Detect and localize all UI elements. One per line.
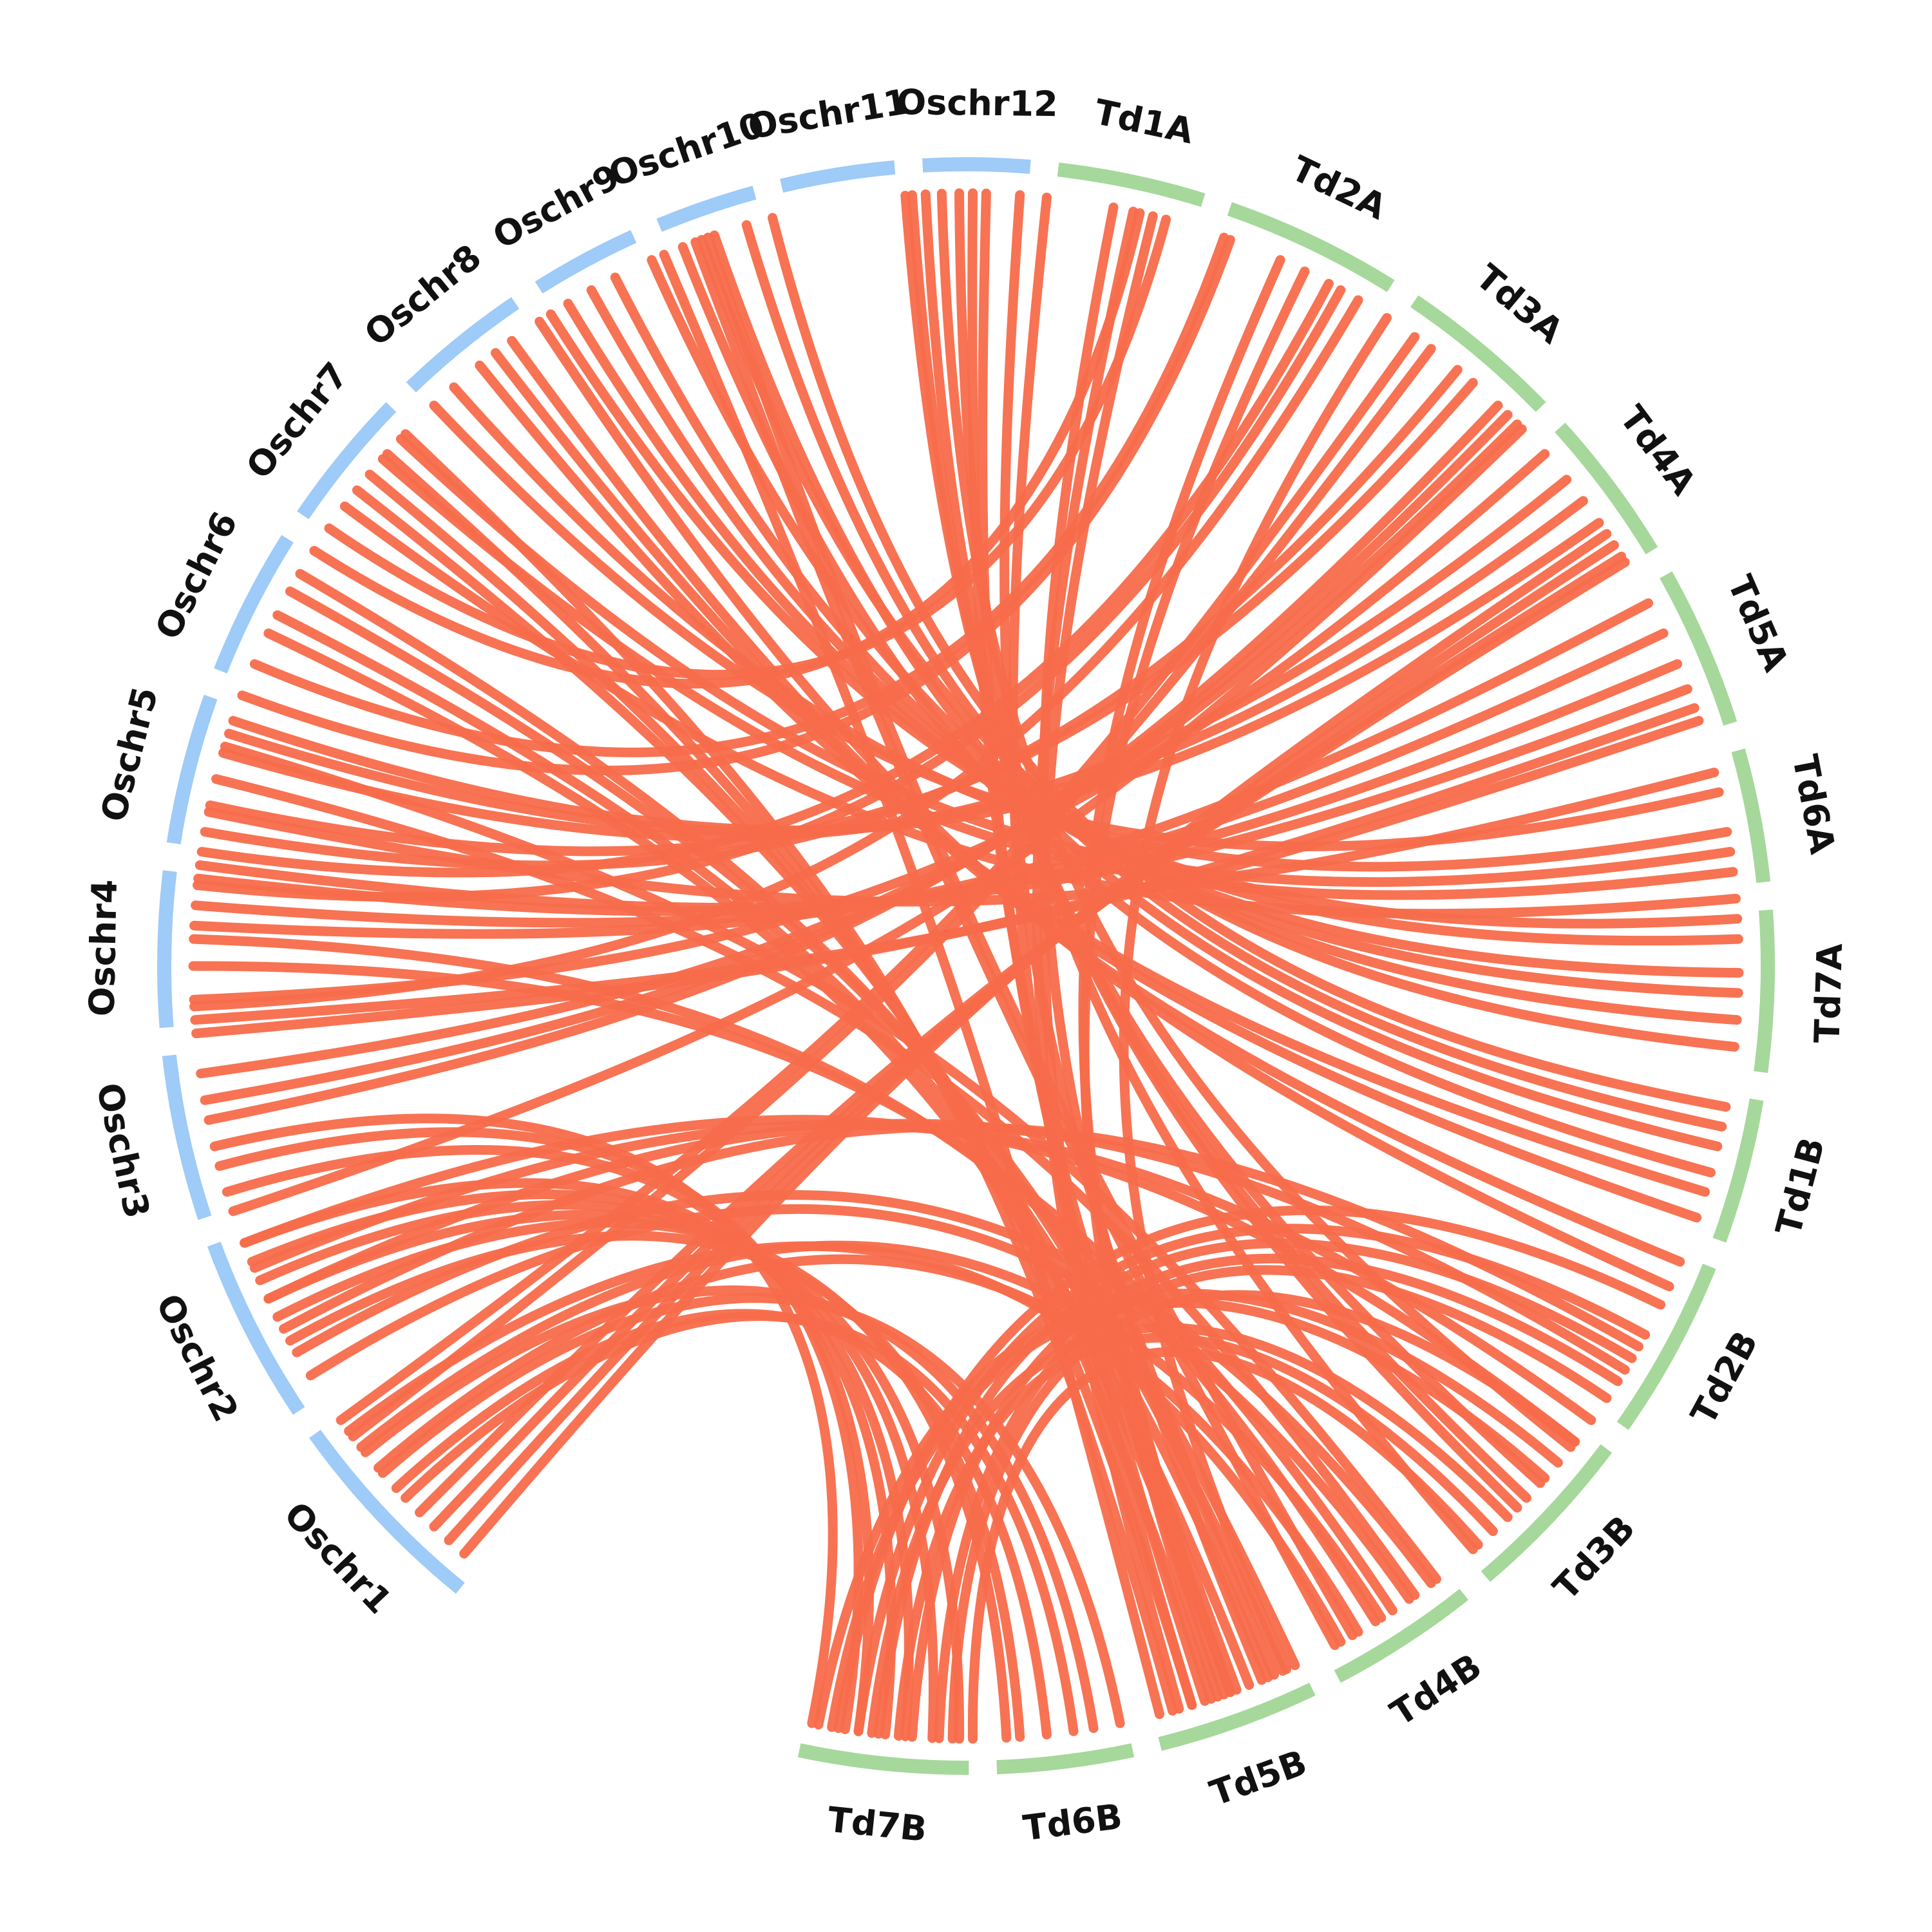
- synteny-link: [344, 1241, 1346, 1647]
- chromosome-label-oschr10: Oschr10: [603, 104, 769, 195]
- chromosome-label-oschr6: Oschr6: [147, 506, 245, 646]
- chromosome-label-oschr3: Oschr3: [88, 1079, 157, 1222]
- chromosome-arc-oschr2: [207, 1242, 305, 1415]
- chromosome-arc-td7b: [797, 1743, 969, 1776]
- chromosome-arc-oschr4: [157, 870, 177, 1028]
- synteny-link: [395, 434, 1736, 887]
- chromosome-label-td2b: Td2B: [1683, 1325, 1766, 1432]
- synteny-link: [659, 249, 1164, 1719]
- synteny-link: [189, 934, 1381, 1627]
- synteny-link: [377, 454, 1738, 900]
- chromosome-label-oschr2: Oschr2: [148, 1287, 247, 1428]
- chromosome-label-td4b: Td4B: [1383, 1645, 1489, 1734]
- chromosome-label-td2a: Td2A: [1285, 148, 1393, 228]
- chromosome-arc-oschr12: [922, 157, 1031, 174]
- chromosome-arc-oschr3: [162, 1054, 212, 1220]
- synteny-link: [263, 628, 1255, 1690]
- synteny-link: [415, 557, 1630, 1517]
- chromosome-label-td1a: Td1A: [1091, 91, 1197, 152]
- chromosome-arc-oschr11: [780, 160, 896, 193]
- synteny-link: [305, 1204, 1414, 1604]
- chromosome-arc-td4a: [1555, 422, 1658, 554]
- chromosome-label-td6a: Td6A: [1785, 752, 1843, 857]
- chromosome-label-td7a: Td7A: [1806, 943, 1850, 1044]
- chromosome-arc-td4b: [1334, 1589, 1469, 1683]
- chromosome-label-td5b: Td5B: [1205, 1742, 1312, 1814]
- chromosome-arc-td6a: [1731, 748, 1771, 884]
- chromosome-label-td4a: Td4A: [1612, 398, 1704, 502]
- chromosome-arc-td2b: [1616, 1264, 1716, 1430]
- chromosome-arc-oschr8: [406, 297, 520, 393]
- chromosome-label-oschr12: Oschr12: [896, 82, 1058, 124]
- chromosome-label-oschr9: Oschr9: [486, 156, 626, 256]
- synteny-link: [374, 1254, 1363, 1637]
- chromosome-arc-oschr9: [535, 230, 637, 294]
- chromosome-arc-td6b: [996, 1743, 1135, 1775]
- synteny-links: [188, 188, 1744, 1744]
- synteny-link: [263, 1119, 1630, 1375]
- synteny-link: [741, 220, 1727, 1132]
- chromosome-label-td6b: Td6B: [1021, 1796, 1124, 1849]
- chromosome-arc-td3b: [1481, 1444, 1613, 1582]
- chromosome-arc-oschr10: [656, 185, 757, 232]
- chromosome-arc-td1b: [1712, 1098, 1764, 1243]
- synteny-link: [356, 1240, 1387, 1623]
- synteny-link: [196, 419, 1522, 1079]
- chromosome-label-oschr4: Oschr4: [82, 879, 125, 1017]
- chromosome-label-td7b: Td7B: [826, 1799, 929, 1850]
- chromosome-label-td3a: Td3A: [1468, 256, 1571, 352]
- chromosome-arc-oschr1: [309, 1430, 465, 1594]
- chromosome-arc-oschr6: [214, 535, 294, 674]
- synteny-link: [535, 316, 1674, 1292]
- synteny-link: [768, 213, 1731, 1112]
- chromosome-arc-td1a: [1057, 162, 1206, 207]
- synteny-link: [292, 1189, 1436, 1588]
- chromosome-arc-td2a: [1227, 202, 1395, 292]
- chromosome-label-oschr11: Oschr11: [745, 81, 911, 147]
- chromosome-arc-oschr7: [297, 402, 397, 520]
- synteny-link: [703, 232, 1358, 1640]
- chromosome-arc-td5b: [1158, 1682, 1316, 1751]
- synteny-link: [209, 1113, 838, 1728]
- chromosome-arc-td3a: [1410, 295, 1546, 412]
- chromosome-label-oschr5: Oschr5: [93, 683, 166, 826]
- chromosome-arc-oschr5: [166, 694, 218, 845]
- chromosome-arcs: [157, 157, 1776, 1776]
- synteny-link: [360, 1285, 1099, 1733]
- chromosome-arc-td7a: [1754, 909, 1776, 1074]
- chromosome-arc-td5a: [1660, 571, 1738, 726]
- synteny-link: [240, 1115, 1580, 1447]
- chromosome-label-td3b: Td3B: [1545, 1508, 1643, 1607]
- synteny-link: [295, 569, 1288, 1676]
- synteny-link: [190, 715, 1704, 1025]
- synteny-link: [709, 230, 1723, 1151]
- chromosome-label-td5a: Td5A: [1719, 569, 1796, 677]
- chromosome-label-td1b: Td1B: [1768, 1133, 1832, 1240]
- synteny-link: [272, 610, 1273, 1683]
